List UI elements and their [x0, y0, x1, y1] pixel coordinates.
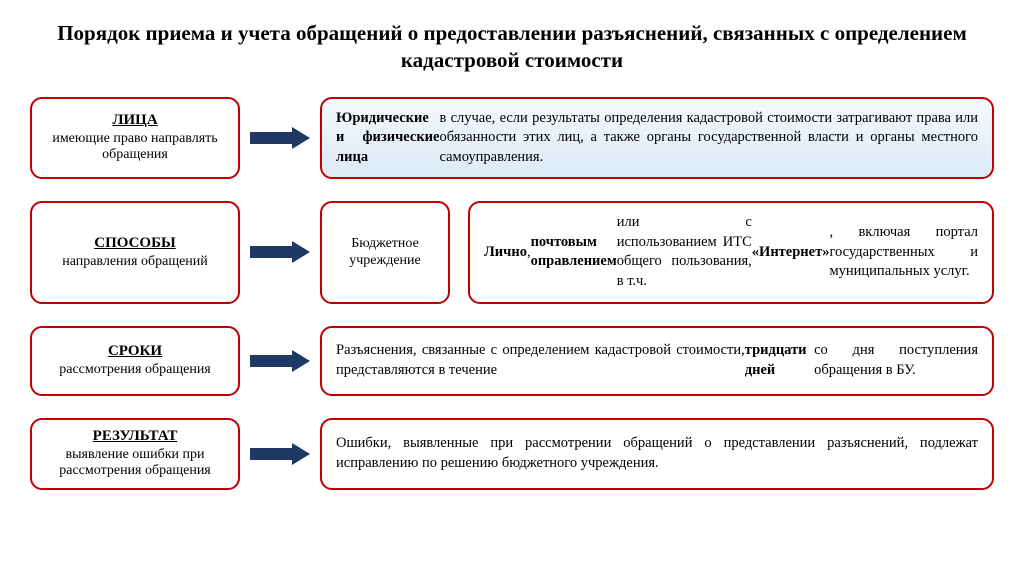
left-box-methods: СПОСОБЫ направления обращений [30, 201, 240, 303]
right-box-persons: Юридические и физические лица в случае, … [320, 97, 994, 180]
row-terms: СРОКИ рассмотрения обращения Разъяснения… [30, 326, 994, 396]
spacer [450, 201, 468, 303]
left-sub: выявление ошибки при рассмотрения обраще… [42, 447, 228, 481]
row-result: РЕЗУЛЬТАТ выявление ошибки при рассмотре… [30, 418, 994, 491]
right-box-result: Ошибки, выявленные при рассмотрении обра… [320, 418, 994, 491]
left-title: СРОКИ [108, 343, 162, 360]
row-methods: СПОСОБЫ направления обращений Бюджетное … [30, 201, 994, 303]
arrow-icon [250, 241, 310, 263]
mid-box-institution: Бюджетное учреждение [320, 201, 450, 303]
arrow-wrap [240, 326, 320, 396]
left-box-terms: СРОКИ рассмотрения обращения [30, 326, 240, 396]
right-box-methods: Лично, почтовым оправлением или с исполь… [468, 201, 994, 303]
left-box-persons: ЛИЦА имеющие право направлять обращения [30, 97, 240, 180]
arrow-icon [250, 127, 310, 149]
left-title: РЕЗУЛЬТАТ [93, 428, 178, 445]
left-sub: имеющие право направлять обращения [42, 131, 228, 165]
arrow-wrap [240, 97, 320, 180]
arrow-icon [250, 443, 310, 465]
left-title: ЛИЦА [112, 112, 157, 129]
arrow-wrap [240, 418, 320, 491]
right-box-terms: Разъяснения, связанные с определением ка… [320, 326, 994, 396]
left-sub: направления обращений [62, 254, 208, 271]
arrow-icon [250, 350, 310, 372]
arrow-wrap [240, 201, 320, 303]
left-title: СПОСОБЫ [94, 235, 176, 252]
page-title: Порядок приема и учета обращений о предо… [30, 20, 994, 75]
left-sub: рассмотрения обращения [59, 362, 211, 379]
left-box-result: РЕЗУЛЬТАТ выявление ошибки при рассмотре… [30, 418, 240, 491]
row-persons: ЛИЦА имеющие право направлять обращения … [30, 97, 994, 180]
